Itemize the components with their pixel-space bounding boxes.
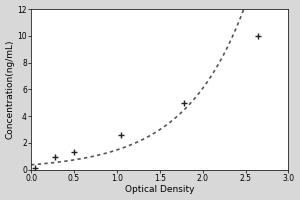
X-axis label: Optical Density: Optical Density (125, 185, 194, 194)
Y-axis label: Concentration(ng/mL): Concentration(ng/mL) (6, 40, 15, 139)
